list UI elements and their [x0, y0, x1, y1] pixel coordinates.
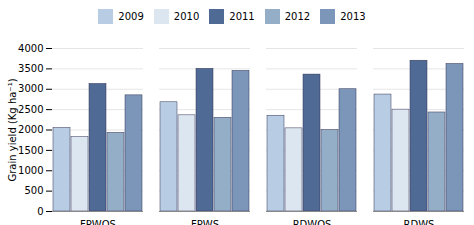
svg-text:FPWS: FPWS — [191, 219, 219, 225]
svg-text:3500: 3500 — [18, 63, 43, 74]
svg-text:Grain yield (Kg ha⁻¹): Grain yield (Kg ha⁻¹) — [7, 78, 18, 181]
svg-text:RDWS: RDWS — [404, 219, 435, 225]
html-text:2012: 2012 — [284, 11, 311, 22]
svg-text:1000: 1000 — [18, 165, 43, 176]
svg-text:500: 500 — [24, 185, 43, 196]
html-text:2011: 2011 — [229, 11, 255, 22]
svg-text:3000: 3000 — [18, 83, 43, 94]
svg-text:4000: 4000 — [18, 43, 43, 54]
svg-text:2500: 2500 — [18, 104, 43, 115]
html-text:2009: 2009 — [118, 11, 144, 22]
html-text:2013: 2013 — [340, 11, 366, 22]
svg-text:RDWOS: RDWOS — [293, 219, 332, 225]
svg-text:0: 0 — [37, 206, 43, 217]
svg-text:1500: 1500 — [18, 145, 43, 156]
svg-text:FPWOS: FPWOS — [80, 219, 116, 225]
html-text:2010: 2010 — [173, 11, 200, 22]
svg-text:2000: 2000 — [18, 124, 43, 135]
